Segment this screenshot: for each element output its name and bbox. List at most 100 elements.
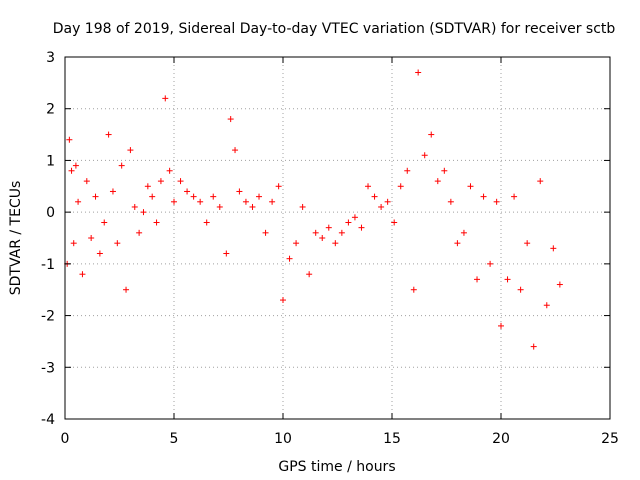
data-point [166, 167, 173, 174]
data-point [123, 286, 130, 293]
data-point [75, 198, 82, 205]
data-point [312, 229, 319, 236]
axis-ticks [64, 56, 611, 420]
chart-title: Day 198 of 2019, Sidereal Day-to-day VTE… [53, 21, 616, 37]
data-point [415, 69, 422, 76]
data-point [68, 167, 75, 174]
data-point [537, 178, 544, 185]
data-point [190, 193, 197, 200]
y-tick-label: -1 [41, 257, 55, 273]
y-tick-label: -3 [41, 360, 55, 376]
y-tick-label: 3 [46, 50, 55, 66]
data-point [162, 95, 169, 102]
data-point [101, 219, 108, 226]
data-point [184, 188, 191, 195]
data-point [216, 203, 223, 210]
data-point [140, 209, 147, 216]
grid [65, 57, 610, 419]
data-point [441, 167, 448, 174]
data-point [136, 229, 143, 236]
data-point [293, 240, 300, 247]
data-point [511, 193, 518, 200]
data-point [421, 152, 428, 159]
y-tick-label: 2 [46, 102, 55, 118]
data-point [96, 250, 103, 257]
data-point [131, 203, 138, 210]
data-point [105, 131, 112, 138]
data-point [236, 188, 243, 195]
x-tick-label: 25 [601, 431, 619, 447]
y-tick-label: 1 [46, 153, 55, 169]
data-point [358, 224, 365, 231]
data-point [157, 178, 164, 185]
data-point [286, 255, 293, 262]
data-point [480, 193, 487, 200]
data-point [378, 203, 385, 210]
data-point [223, 250, 230, 257]
data-point [325, 224, 332, 231]
data-point [365, 183, 372, 190]
data-point [177, 178, 184, 185]
data-point [517, 286, 524, 293]
y-tick-label: -4 [41, 412, 55, 428]
data-point [210, 193, 217, 200]
data-point [351, 214, 358, 221]
data-point [467, 183, 474, 190]
data-point [306, 271, 313, 278]
data-point [345, 219, 352, 226]
data-point [149, 193, 156, 200]
data-point [397, 183, 404, 190]
data-point [280, 297, 286, 304]
plot-frame [64, 56, 611, 420]
data-point [434, 178, 441, 185]
data-point [275, 183, 282, 190]
data-point [474, 276, 481, 283]
data-point [428, 131, 435, 138]
data-point [454, 240, 461, 247]
data-point [242, 198, 249, 205]
data-point [203, 219, 210, 226]
data-point [371, 193, 378, 200]
x-tick-label: 20 [492, 431, 510, 447]
data-point [83, 178, 90, 185]
data-point [299, 203, 306, 210]
data-point [153, 219, 160, 226]
x-tick-labels: 0 5 10 15 20 25 [61, 431, 619, 447]
data-point [227, 116, 234, 123]
x-tick-label: 5 [170, 431, 179, 447]
data-point [498, 322, 504, 329]
x-tick-label: 10 [274, 431, 292, 447]
y-tick-label: 0 [46, 205, 55, 221]
data-point [88, 235, 95, 241]
data-point [269, 198, 276, 205]
data-point [127, 147, 134, 154]
data-point [332, 240, 339, 247]
data-point [338, 229, 345, 236]
data-points [64, 69, 563, 350]
data-point [114, 240, 121, 247]
data-point [232, 147, 239, 154]
data-point [524, 240, 531, 247]
x-tick-label: 15 [383, 431, 401, 447]
data-point [404, 167, 411, 174]
data-point [109, 188, 116, 195]
data-point [319, 235, 326, 241]
data-point [171, 198, 177, 205]
data-point [92, 193, 99, 200]
data-point [66, 136, 73, 143]
data-point [487, 260, 494, 267]
y-tick-labels: -4 -3 -2 -1 0 1 2 3 [41, 50, 55, 428]
data-point [197, 198, 204, 205]
data-point [70, 240, 77, 247]
data-point [550, 245, 557, 252]
y-tick-label: -2 [41, 309, 55, 325]
data-point [144, 183, 151, 190]
data-point [460, 229, 467, 236]
data-point [72, 162, 79, 169]
data-point [530, 343, 537, 350]
x-axis-label: GPS time / hours [278, 459, 395, 475]
data-point [543, 302, 550, 309]
data-point [118, 162, 125, 169]
data-point [79, 271, 86, 278]
